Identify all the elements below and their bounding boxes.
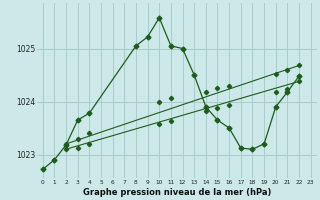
X-axis label: Graphe pression niveau de la mer (hPa): Graphe pression niveau de la mer (hPa) xyxy=(83,188,271,197)
